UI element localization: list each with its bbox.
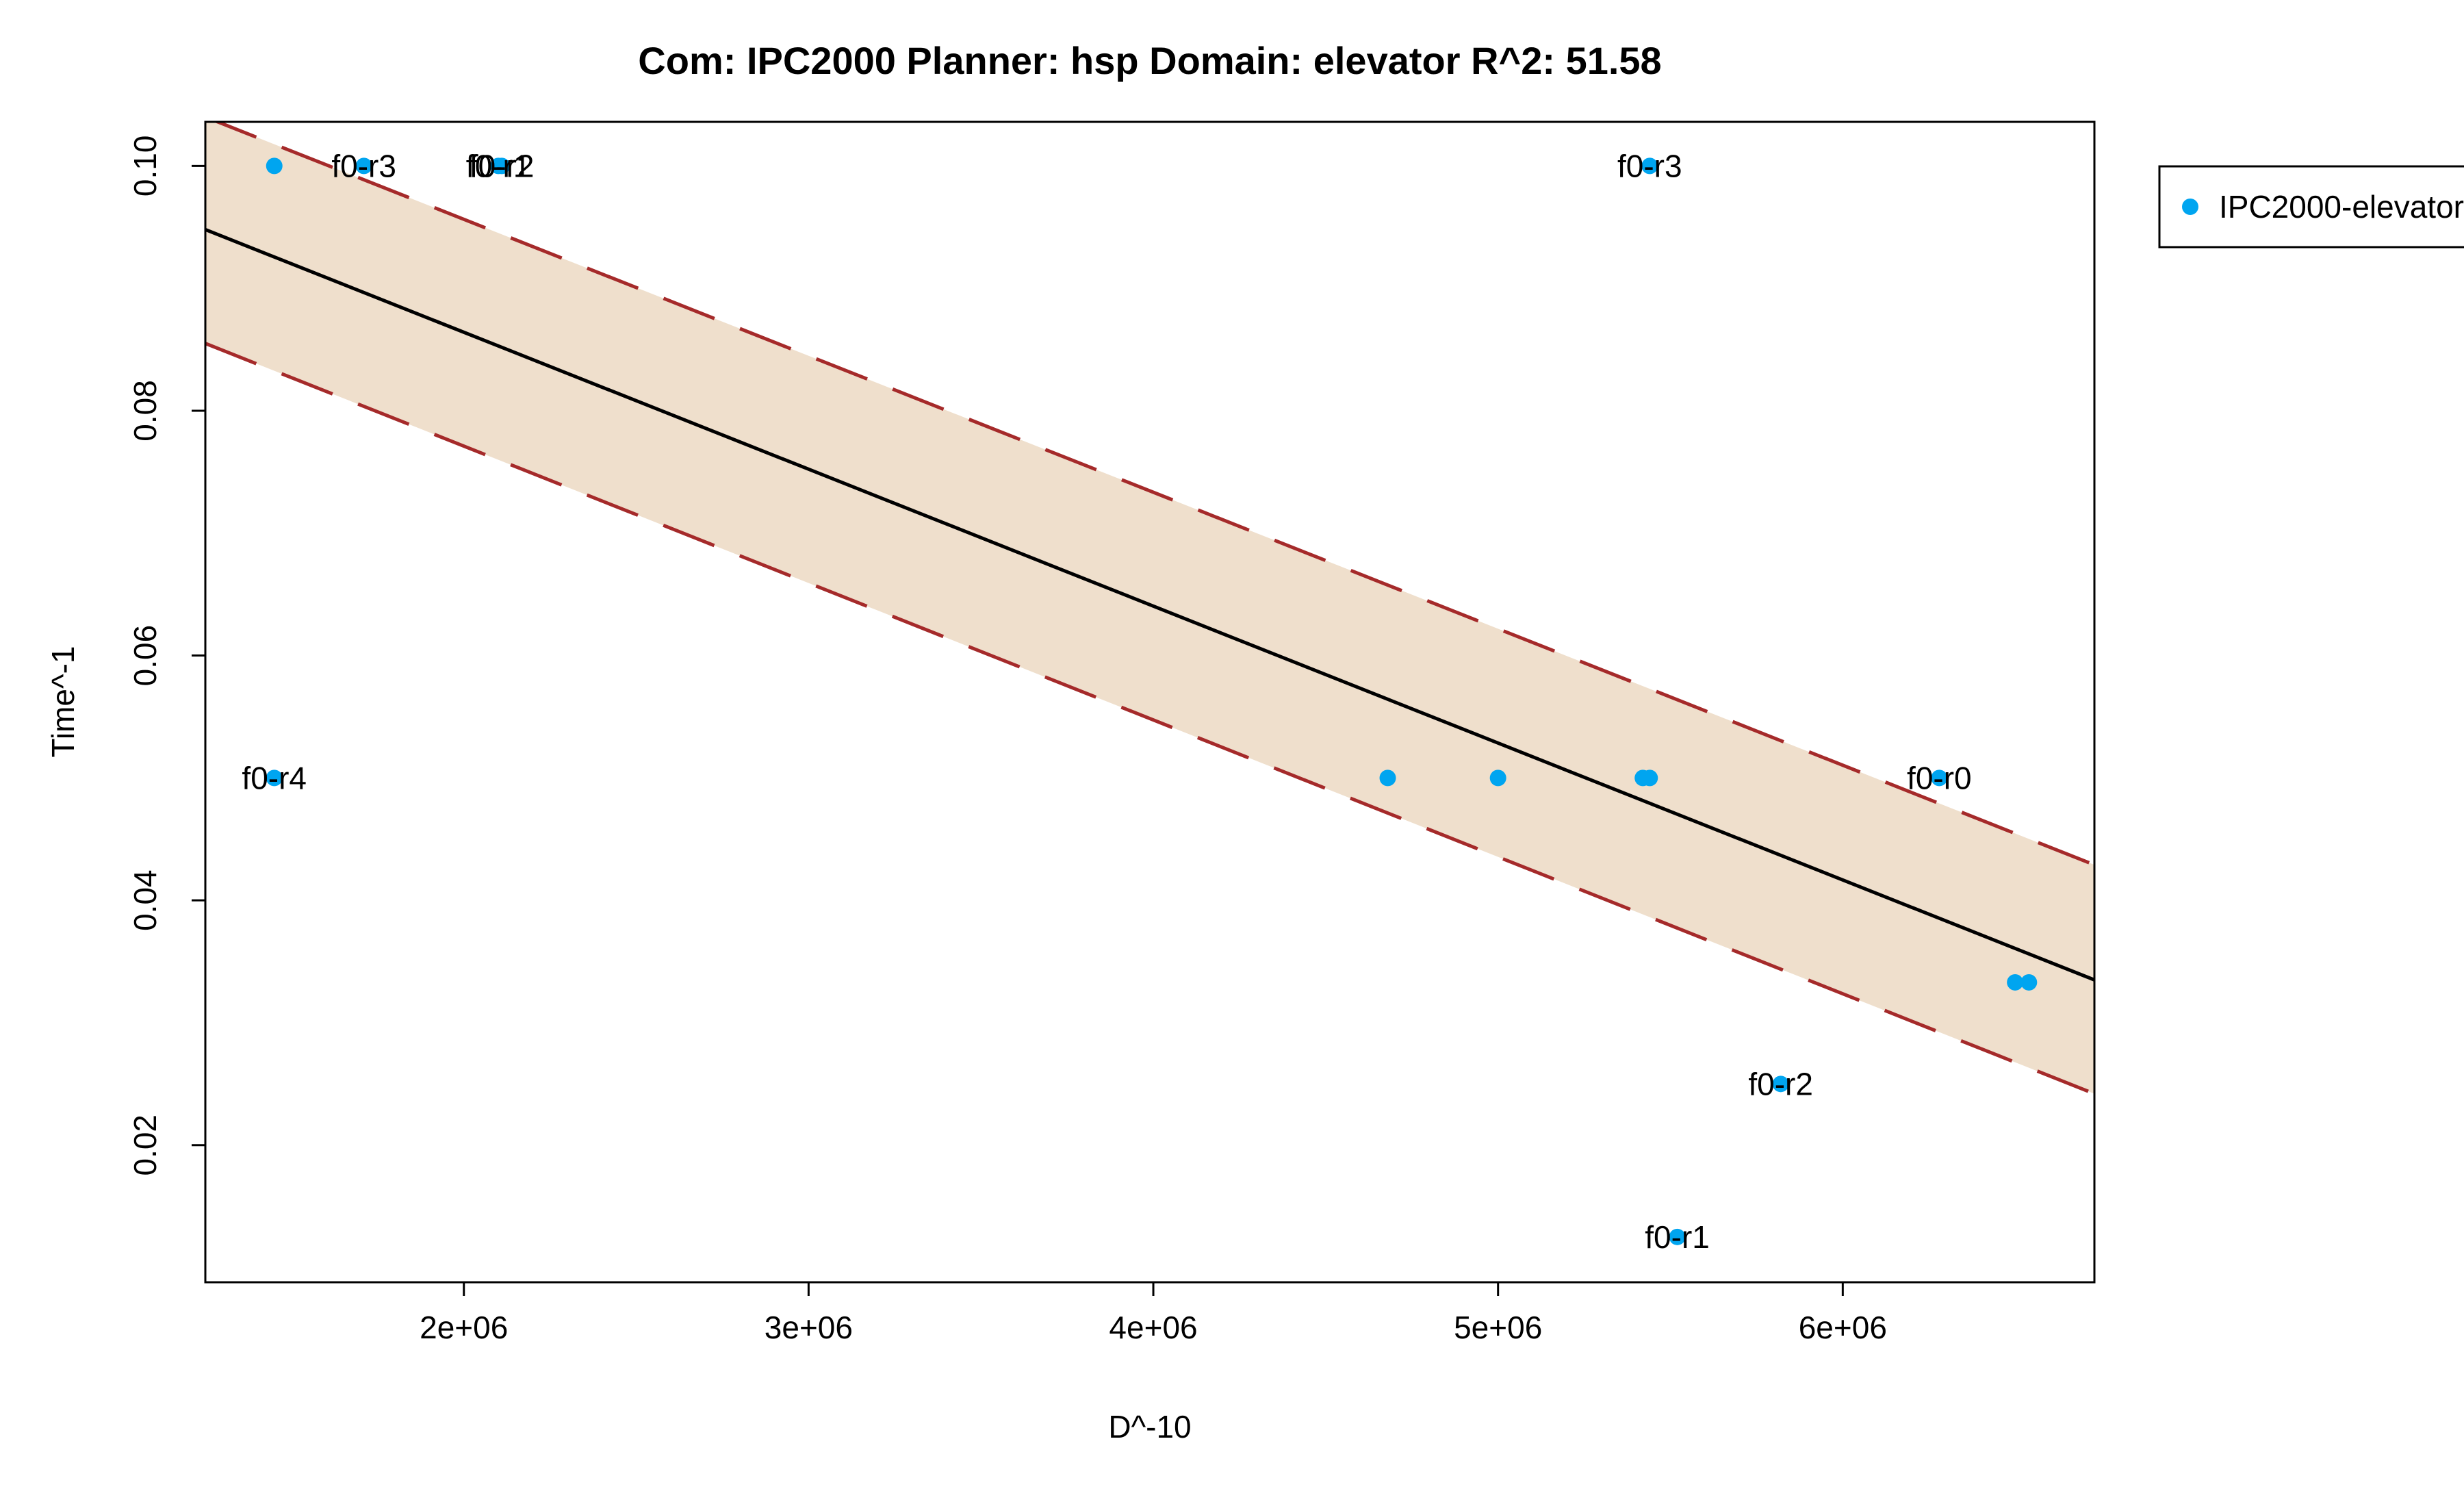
x-tick-label: 5e+06 xyxy=(1454,1310,1542,1345)
y-tick-label: 0.02 xyxy=(127,1115,163,1176)
data-point xyxy=(1772,1076,1789,1093)
data-point xyxy=(1931,769,1948,787)
regression-line xyxy=(205,228,2094,982)
x-tick-label: 3e+06 xyxy=(765,1310,853,1345)
x-axis-label: D^-10 xyxy=(1108,1409,1191,1445)
data-point xyxy=(493,157,511,175)
chart-title: Com: IPC2000 Planner: hsp Domain: elevat… xyxy=(638,39,1661,82)
data-point xyxy=(266,769,283,787)
point-label: f0-r3 xyxy=(1617,148,1682,183)
x-tick-label: 6e+06 xyxy=(1799,1310,1887,1345)
upper-bound-line xyxy=(213,122,2094,867)
point-label: f0-r4 xyxy=(242,760,307,796)
data-point xyxy=(1379,769,1396,787)
y-tick-label: 0.08 xyxy=(127,380,163,442)
point-label: f0-r2 xyxy=(470,148,535,183)
data-point xyxy=(1489,769,1506,787)
point-label: f0-r3 xyxy=(331,148,396,183)
legend-entry-label: IPC2000-elevator xyxy=(2219,189,2464,225)
data-points xyxy=(266,157,2038,1245)
plot-frame xyxy=(204,120,2096,1284)
data-point xyxy=(2007,973,2024,991)
y-tick-label: 0.10 xyxy=(127,136,163,197)
data-point xyxy=(2020,973,2038,991)
y-axis-label: Time^-1 xyxy=(45,646,81,758)
data-point xyxy=(1669,1228,1686,1245)
y-tick-label: 0.04 xyxy=(127,869,163,931)
x-axis: 2e+06 3e+06 4e+06 5e+06 6e+06 xyxy=(420,1282,1887,1345)
point-label: f0-r1 xyxy=(466,148,531,183)
x-tick-label: 4e+06 xyxy=(1109,1310,1197,1345)
data-point xyxy=(266,157,283,175)
y-axis: 0.02 0.04 0.06 0.08 0.10 xyxy=(127,136,205,1176)
point-label: f0-r1 xyxy=(1645,1219,1710,1255)
data-point xyxy=(1641,769,1658,787)
data-point xyxy=(1641,157,1658,175)
data-point xyxy=(355,157,372,175)
legend-box xyxy=(2158,165,2464,249)
y-tick-label: 0.06 xyxy=(127,625,163,687)
legend-marker xyxy=(2182,199,2198,215)
point-label: f0-r2 xyxy=(1748,1066,1813,1102)
point-label: f0-r0 xyxy=(1907,760,1972,796)
x-tick-label: 2e+06 xyxy=(420,1310,508,1345)
confidence-band xyxy=(205,122,2094,1094)
legend: IPC2000-elevator xyxy=(2158,165,2464,249)
lower-bound-line xyxy=(205,342,2094,1095)
